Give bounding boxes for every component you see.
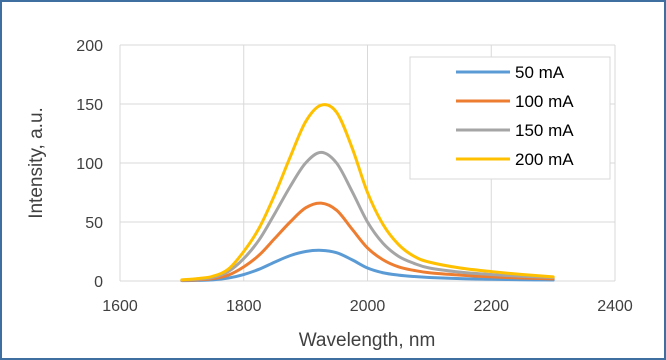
legend-label: 100 mA xyxy=(515,92,574,111)
y-tick-label: 50 xyxy=(85,215,103,232)
y-tick-label: 200 xyxy=(76,38,103,55)
legend-box xyxy=(409,56,611,180)
y-axis-title: Intensity, a.u. xyxy=(26,107,47,219)
legend-label: 200 mA xyxy=(515,150,574,169)
x-tick-label: 1800 xyxy=(226,298,262,315)
legend-label: 150 mA xyxy=(515,121,574,140)
y-tick-labels: 0 50 100 150 200 xyxy=(76,38,103,291)
series-line-200-ma xyxy=(180,103,555,282)
series-line-50-ma xyxy=(180,248,555,283)
y-tick-label: 100 xyxy=(76,156,103,173)
x-tick-labels: 1600 1800 2000 2200 2400 xyxy=(102,298,633,315)
x-axis-title: Wavelength, nm xyxy=(299,330,436,351)
series-layer xyxy=(180,103,555,283)
y-tick-label: 150 xyxy=(76,97,103,114)
x-tick-label: 1600 xyxy=(102,298,138,315)
legend-label: 50 mA xyxy=(515,63,565,82)
x-tick-label: 2200 xyxy=(473,298,509,315)
x-tick-label: 2400 xyxy=(597,298,633,315)
legend: 50 mA 100 mA 150 mA 200 mA xyxy=(409,56,611,180)
series-line-150-ma xyxy=(180,150,555,282)
x-tick-label: 2000 xyxy=(350,298,386,315)
series-line-100-ma xyxy=(180,201,555,282)
y-tick-label: 0 xyxy=(94,274,103,291)
